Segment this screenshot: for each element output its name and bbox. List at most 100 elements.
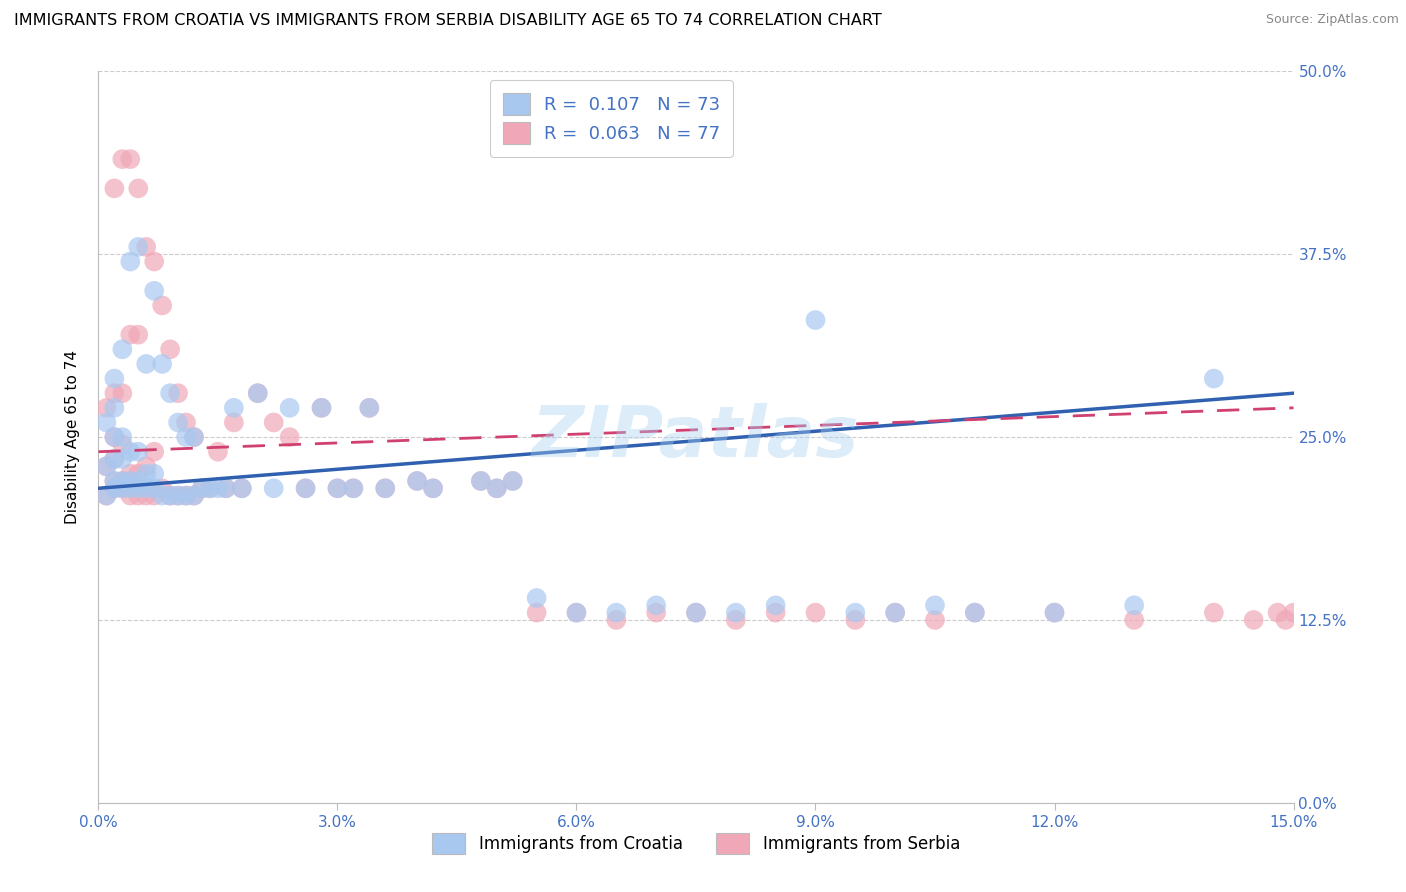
- Point: [143, 489, 166, 503]
- Point: [150, 298, 173, 312]
- Point: [191, 481, 214, 495]
- Point: [326, 481, 349, 495]
- Point: [565, 606, 588, 620]
- Point: [294, 481, 316, 495]
- Point: [645, 599, 668, 613]
- Legend: Immigrants from Croatia, Immigrants from Serbia: Immigrants from Croatia, Immigrants from…: [425, 827, 967, 860]
- Point: [120, 152, 142, 166]
- Point: [111, 452, 134, 467]
- Point: [215, 481, 238, 495]
- Point: [111, 481, 134, 495]
- Point: [844, 613, 866, 627]
- Point: [120, 474, 142, 488]
- Point: [96, 489, 118, 503]
- Text: Source: ZipAtlas.com: Source: ZipAtlas.com: [1265, 13, 1399, 27]
- Point: [135, 240, 157, 254]
- Point: [143, 444, 166, 458]
- Point: [135, 459, 157, 474]
- Point: [103, 430, 125, 444]
- Point: [485, 481, 508, 495]
- Point: [103, 452, 125, 467]
- Point: [422, 481, 444, 495]
- Point: [127, 489, 149, 503]
- Point: [120, 467, 142, 481]
- Point: [342, 481, 364, 495]
- Point: [207, 444, 229, 458]
- Point: [167, 489, 190, 503]
- Point: [127, 467, 149, 481]
- Point: [120, 481, 142, 495]
- Point: [127, 327, 149, 342]
- Point: [1202, 606, 1225, 620]
- Point: [963, 606, 986, 620]
- Point: [844, 606, 866, 620]
- Point: [924, 613, 946, 627]
- Point: [406, 474, 429, 488]
- Point: [1282, 606, 1305, 620]
- Point: [1043, 606, 1066, 620]
- Point: [231, 481, 253, 495]
- Point: [167, 386, 190, 401]
- Point: [96, 489, 118, 503]
- Point: [326, 481, 349, 495]
- Point: [150, 489, 173, 503]
- Point: [120, 327, 142, 342]
- Point: [804, 606, 827, 620]
- Point: [924, 599, 946, 613]
- Point: [1043, 606, 1066, 620]
- Point: [111, 343, 134, 357]
- Point: [159, 489, 181, 503]
- Point: [470, 474, 492, 488]
- Point: [207, 481, 229, 495]
- Point: [143, 481, 166, 495]
- Point: [884, 606, 907, 620]
- Point: [103, 386, 125, 401]
- Point: [1267, 606, 1289, 620]
- Point: [605, 613, 627, 627]
- Point: [167, 489, 190, 503]
- Point: [103, 481, 125, 495]
- Point: [103, 474, 125, 488]
- Point: [135, 467, 157, 481]
- Point: [174, 430, 197, 444]
- Point: [215, 481, 238, 495]
- Text: IMMIGRANTS FROM CROATIA VS IMMIGRANTS FROM SERBIA DISABILITY AGE 65 TO 74 CORREL: IMMIGRANTS FROM CROATIA VS IMMIGRANTS FR…: [14, 13, 882, 29]
- Point: [159, 386, 181, 401]
- Point: [246, 386, 269, 401]
- Point: [724, 613, 747, 627]
- Point: [374, 481, 396, 495]
- Point: [120, 254, 142, 268]
- Point: [96, 401, 118, 415]
- Point: [159, 489, 181, 503]
- Point: [127, 444, 149, 458]
- Point: [263, 416, 285, 430]
- Point: [111, 386, 134, 401]
- Point: [359, 401, 381, 415]
- Point: [1274, 613, 1296, 627]
- Point: [111, 152, 134, 166]
- Point: [135, 481, 157, 495]
- Point: [103, 371, 125, 385]
- Point: [135, 489, 157, 503]
- Point: [884, 606, 907, 620]
- Point: [231, 481, 253, 495]
- Point: [485, 481, 508, 495]
- Point: [111, 437, 134, 451]
- Point: [502, 474, 524, 488]
- Point: [222, 401, 245, 415]
- Point: [724, 606, 747, 620]
- Point: [765, 606, 787, 620]
- Point: [685, 606, 707, 620]
- Point: [685, 606, 707, 620]
- Point: [374, 481, 396, 495]
- Point: [150, 481, 173, 495]
- Point: [645, 606, 668, 620]
- Point: [127, 474, 149, 488]
- Point: [111, 474, 134, 488]
- Point: [526, 591, 548, 605]
- Point: [526, 606, 548, 620]
- Point: [605, 606, 627, 620]
- Point: [127, 481, 149, 495]
- Point: [111, 481, 134, 495]
- Point: [150, 357, 173, 371]
